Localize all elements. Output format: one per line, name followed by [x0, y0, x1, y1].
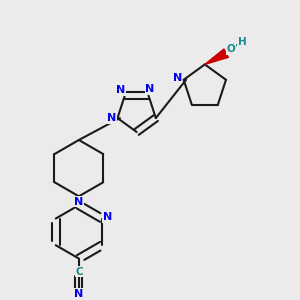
Text: C: C	[75, 267, 83, 277]
Text: N: N	[107, 113, 116, 123]
Text: N: N	[146, 84, 154, 94]
Text: O: O	[226, 44, 235, 54]
Text: N: N	[172, 73, 182, 83]
Text: N: N	[116, 85, 125, 95]
Text: N: N	[74, 289, 83, 298]
Text: N: N	[74, 196, 83, 207]
Text: H: H	[238, 38, 246, 47]
Polygon shape	[205, 49, 228, 64]
Text: N: N	[103, 212, 112, 222]
